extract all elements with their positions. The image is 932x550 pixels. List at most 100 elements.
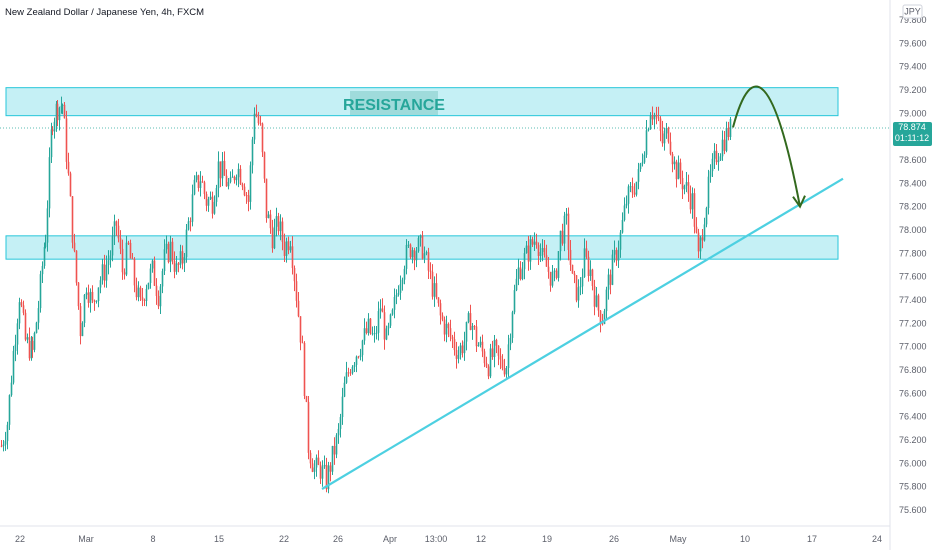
- candle-body: [261, 123, 264, 153]
- candle-body: [617, 249, 620, 261]
- candle-body: [687, 182, 690, 194]
- candle-body: [587, 256, 590, 277]
- candle-body: [403, 268, 406, 280]
- candle-body: [241, 184, 244, 187]
- candle-body: [209, 196, 212, 200]
- candle-body: [65, 118, 68, 162]
- candle-body: [341, 396, 344, 418]
- candle-body: [105, 265, 108, 281]
- candle-body: [727, 127, 730, 138]
- candle-body: [619, 232, 622, 250]
- candle-body: [579, 286, 582, 288]
- candle-body: [161, 271, 164, 287]
- candle-body: [169, 241, 172, 263]
- candle-body: [35, 322, 38, 334]
- overlay-layer: [321, 85, 844, 490]
- y-tick-label: 76.400: [899, 412, 927, 422]
- candle-body: [117, 225, 120, 239]
- candle-body: [577, 287, 580, 301]
- countdown-value: 01:11:12: [895, 133, 929, 143]
- candle-body: [711, 158, 714, 172]
- candle-body: [253, 113, 256, 140]
- candle-body: [565, 213, 568, 216]
- candle-body: [665, 127, 668, 134]
- candle-body: [417, 237, 420, 252]
- candle-body: [401, 279, 404, 285]
- candle-body: [213, 201, 216, 214]
- y-tick-label: 79.000: [899, 108, 927, 118]
- currency-badge[interactable]: [902, 4, 923, 19]
- candle-body: [683, 185, 686, 190]
- candle-body: [99, 280, 102, 288]
- candle-body: [77, 282, 80, 307]
- resistance-label-bg: [350, 91, 438, 115]
- candle-body: [487, 366, 490, 377]
- trendline[interactable]: [321, 177, 844, 490]
- candle-body: [603, 311, 606, 325]
- candle-body: [525, 245, 528, 254]
- candle-body: [79, 306, 82, 337]
- candle-body: [101, 264, 104, 281]
- x-tick-label: 8: [150, 534, 155, 544]
- candle-body: [115, 221, 118, 226]
- projection-arrow[interactable]: [732, 85, 801, 207]
- candle-body: [255, 113, 258, 117]
- candle-body: [581, 276, 584, 287]
- candle-body: [589, 269, 592, 277]
- candle-body: [523, 253, 526, 270]
- y-tick-label: 78.000: [899, 225, 927, 235]
- candle-body: [283, 241, 286, 256]
- candle-body: [601, 323, 604, 325]
- candle-body: [517, 267, 520, 279]
- candle-body: [571, 264, 574, 274]
- candle-body: [443, 319, 446, 335]
- candle-body: [431, 271, 434, 297]
- candle-body: [271, 228, 274, 249]
- price-axis[interactable]: 79.800 79.600 79.400 79.200 79.000 78.600 78.4…: [899, 15, 927, 515]
- candle-body: [477, 345, 480, 347]
- candle-body: [337, 428, 340, 436]
- candle-body: [585, 248, 588, 257]
- candle-body: [24, 312, 27, 340]
- y-tick-label: 79.400: [899, 62, 927, 72]
- candle-body: [725, 127, 728, 151]
- candle-body: [689, 193, 692, 210]
- candle-body: [499, 355, 502, 360]
- candle-body: [8, 395, 11, 425]
- candle-body: [67, 161, 70, 174]
- y-tick-label: 75.800: [899, 482, 927, 492]
- candle-body: [633, 192, 636, 195]
- x-tick-label: Apr: [383, 534, 397, 544]
- candle-body: [645, 130, 648, 155]
- candle-body: [607, 274, 610, 290]
- candle-body: [225, 175, 228, 187]
- candle-body: [423, 253, 426, 259]
- x-tick-label: 15: [214, 534, 224, 544]
- candle-body: [503, 368, 506, 375]
- candle-body: [365, 328, 368, 334]
- candle-body: [495, 339, 498, 346]
- y-tick-label: 76.800: [899, 365, 927, 375]
- candle-body: [369, 318, 372, 334]
- candle-body: [373, 333, 376, 335]
- candle-body: [193, 179, 196, 195]
- candle-body: [171, 241, 174, 262]
- candle-body: [75, 250, 78, 283]
- candle-body: [73, 242, 76, 251]
- candle-body: [351, 366, 354, 374]
- candle-body: [149, 268, 152, 283]
- candle-body: [61, 104, 64, 106]
- candle-body: [541, 247, 544, 252]
- candle-body: [367, 318, 370, 334]
- candle-body: [329, 465, 332, 472]
- candle-body: [397, 292, 400, 295]
- candle-body: [205, 194, 208, 206]
- candle-body: [277, 216, 280, 232]
- candle-body: [2, 444, 5, 447]
- candle-body: [18, 302, 21, 324]
- candle-body: [549, 271, 552, 286]
- time-axis[interactable]: 22 Mar 8 15 22 26 Apr 13:00 12 19 26 May 10 17 24: [15, 534, 882, 544]
- candle-body: [555, 270, 558, 278]
